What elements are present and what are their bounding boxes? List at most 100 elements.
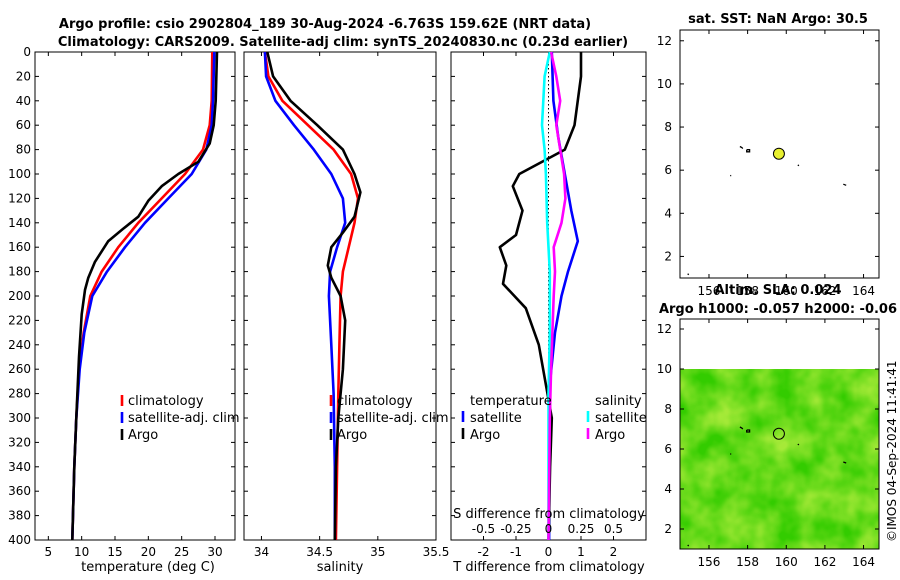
y-tick-label: 100 xyxy=(8,167,31,181)
series-climatology xyxy=(263,51,360,541)
x-tick-label: 34 xyxy=(254,545,269,559)
x2-tick-label: 0.5 xyxy=(604,522,623,536)
y-tick-label: 4 xyxy=(664,206,672,220)
y-tick-label: 380 xyxy=(8,509,31,523)
x-tick-label: 20 xyxy=(141,545,156,559)
sla-map-subtitle: Argo h1000: -0.057 h2000: -0.06 xyxy=(659,302,897,317)
y-tick-label: 180 xyxy=(8,265,31,279)
x-tick-label: 164 xyxy=(852,284,875,298)
y-tick-label: 220 xyxy=(8,313,31,327)
y-tick-label: 120 xyxy=(8,191,31,205)
y-tick-label: 160 xyxy=(8,240,31,254)
x-tick-label: 25 xyxy=(174,545,189,559)
coastline xyxy=(797,164,800,167)
x-tick-label: 158 xyxy=(736,555,759,569)
legend-label: Argo xyxy=(337,428,367,443)
coastline xyxy=(843,183,847,186)
x2-tick-label: -0.25 xyxy=(500,522,531,536)
y-tick-label: 80 xyxy=(16,143,31,157)
y-tick-label: 10 xyxy=(657,77,672,91)
legend-label: Argo xyxy=(128,428,158,443)
y-tick-label: 4 xyxy=(664,482,672,496)
legend-label: satellite-adj. clim xyxy=(337,411,449,426)
x-tick-label: 156 xyxy=(698,555,721,569)
x-tick-label: 160 xyxy=(775,284,798,298)
x-tick-label: 10 xyxy=(74,545,89,559)
temperature-axes: 0 20 40 60 80 100 120 140 160 180 200 220 240 260 280 3… xyxy=(8,45,240,559)
x-tick-label: 160 xyxy=(775,555,798,569)
y-tick-label: 240 xyxy=(8,338,31,352)
x-tick-label: 2 xyxy=(610,545,618,559)
y-tick-label: 0 xyxy=(23,45,31,59)
series-satellite-adj-clim xyxy=(263,51,347,540)
legend-label: Argo xyxy=(595,428,625,443)
x-tick-label: 156 xyxy=(698,284,721,298)
x-tick-label: 35 xyxy=(370,545,385,559)
s-difference-xlabel: S difference from climatology xyxy=(453,507,645,522)
y-tick-label: 8 xyxy=(664,402,672,416)
t-difference-xlabel: T difference from climatology xyxy=(452,560,645,575)
x-tick-label: -2 xyxy=(478,545,490,559)
coastline xyxy=(687,544,690,547)
x-tick-label: 15 xyxy=(107,545,122,559)
imos-watermark: ©IMOS 04-Sep-2024 11:41:41 xyxy=(885,360,899,542)
map-frame xyxy=(679,318,880,550)
series-argo xyxy=(71,51,219,541)
coastline xyxy=(687,273,690,276)
y-tick-label: 360 xyxy=(8,484,31,498)
legend-label: Argo xyxy=(470,428,500,443)
y-tick-label: 10 xyxy=(657,362,672,376)
series-s-argo xyxy=(547,51,567,541)
y-tick-label: 200 xyxy=(8,289,31,303)
coastline xyxy=(746,429,751,433)
y-tick-label: 400 xyxy=(8,533,31,547)
figure-title-line1: Argo profile: csio 2902804_189 30-Aug-20… xyxy=(59,17,591,32)
salinity-axes: 34 34.5 35 35.5 climatology satellite-adj. cl… xyxy=(243,51,450,559)
y-tick-label: 60 xyxy=(16,118,31,132)
x-tick-label: 35.5 xyxy=(423,545,450,559)
x-tick-label: 162 xyxy=(813,555,836,569)
x-tick-label: 5 xyxy=(45,545,53,559)
sst-map-title: sat. SST: NaN Argo: 30.5 xyxy=(688,12,868,27)
salinity-xlabel: salinity xyxy=(317,560,364,575)
legend-label: satellite xyxy=(470,411,522,426)
argo-float-marker xyxy=(772,427,785,440)
series-s-satellite xyxy=(540,51,552,540)
y-tick-label: 320 xyxy=(8,435,31,449)
legend-label: climatology xyxy=(337,394,413,409)
x-tick-label: 164 xyxy=(852,555,875,569)
legend-title: temperature xyxy=(470,394,552,409)
sla-field-texture xyxy=(680,369,879,549)
temperature-xlabel: temperature (deg C) xyxy=(81,560,215,575)
y-tick-label: 12 xyxy=(657,34,672,48)
x-tick-label: 34.5 xyxy=(306,545,333,559)
y-tick-label: 300 xyxy=(8,411,31,425)
argo-float-marker xyxy=(772,147,785,160)
sla-map-title: Altim. SLA: 0.024 xyxy=(715,283,842,298)
coastline xyxy=(797,443,800,446)
x2-tick-label: -0.5 xyxy=(472,522,495,536)
coastline xyxy=(739,145,744,150)
x-tick-label: 1 xyxy=(577,545,585,559)
coastline xyxy=(739,426,744,430)
legend-title: salinity xyxy=(595,394,642,409)
y-tick-label: 6 xyxy=(664,442,672,456)
legend-label: climatology xyxy=(128,394,204,409)
y-tick-label: 260 xyxy=(8,362,31,376)
y-tick-label: 6 xyxy=(664,163,672,177)
y-tick-label: 2 xyxy=(664,249,672,263)
difference-axes: -2 -1 0 1 2 temperature salinity satellite Argo s… xyxy=(450,51,647,559)
figure-title-line2: Climatology: CARS2009. Satellite-adj cli… xyxy=(58,35,628,50)
legend-label: satellite xyxy=(595,411,647,426)
y-tick-label: 12 xyxy=(657,322,672,336)
x-tick-label: 0 xyxy=(545,545,553,559)
map-frame xyxy=(679,29,880,279)
y-tick-label: 8 xyxy=(664,120,672,134)
sst-map-axes: 156 158 160 162 164 2 4 6 8 10 12 xyxy=(657,29,880,298)
x-tick-label: 158 xyxy=(736,284,759,298)
coastline xyxy=(843,461,847,464)
coastline xyxy=(746,149,751,153)
axes-frame xyxy=(34,51,236,541)
x-tick-label: -1 xyxy=(510,545,522,559)
